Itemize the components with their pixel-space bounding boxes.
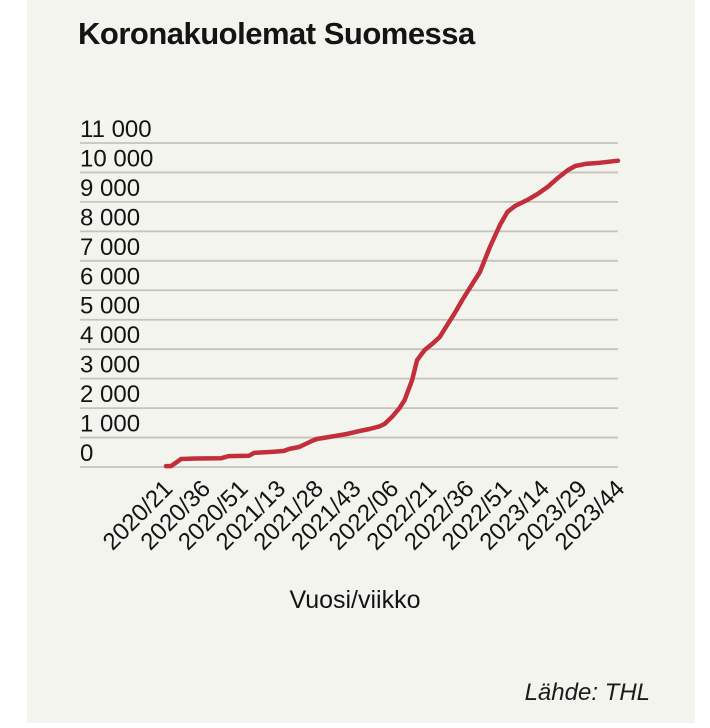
chart-title: Koronakuolemat Suomessa: [78, 16, 475, 51]
x-axis-labels: 2020/212020/362020/512021/132021/282021/…: [98, 475, 630, 555]
y-tick-label: 4 000: [80, 322, 140, 349]
y-tick-label: 0: [80, 440, 93, 467]
y-tick-label: 3 000: [80, 352, 140, 379]
y-tick-label: 5 000: [80, 293, 140, 320]
y-tick-label: 7 000: [80, 234, 140, 261]
x-axis-title: Vuosi/viikko: [289, 586, 421, 614]
source-credit: Lähde: THL: [524, 679, 650, 706]
y-tick-label: 9 000: [80, 175, 140, 202]
y-tick-label: 2 000: [80, 381, 140, 408]
gridlines: [80, 142, 618, 468]
y-tick-label: 11 000: [80, 116, 152, 143]
y-tick-label: 6 000: [80, 263, 140, 290]
y-tick-label: 8 000: [80, 204, 140, 231]
y-tick-label: 1 000: [80, 411, 140, 438]
series-group: [163, 158, 621, 469]
y-tick-label: 10 000: [80, 145, 153, 172]
chart-canvas: [27, 0, 695, 723]
series-line: [163, 158, 621, 469]
